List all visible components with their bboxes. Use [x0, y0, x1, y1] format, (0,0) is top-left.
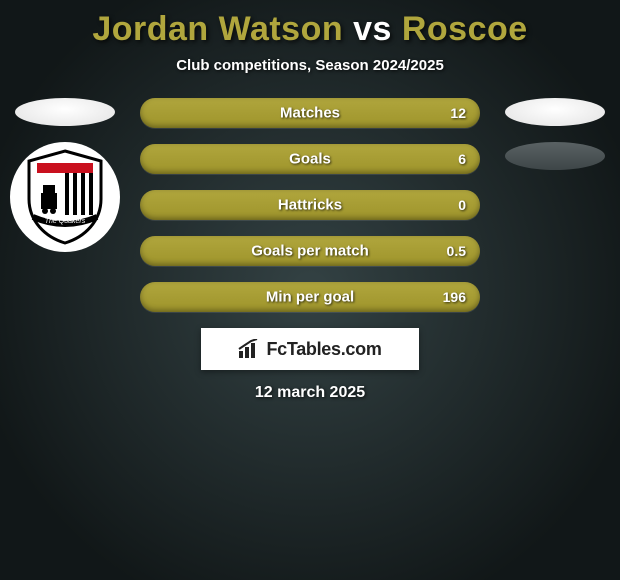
- player2-club-unknown: [505, 142, 605, 170]
- page-title: Jordan Watson vs Roscoe: [0, 10, 620, 49]
- stat-bar: Goals per match 0.5: [140, 236, 480, 266]
- date-text: 12 march 2025: [0, 384, 620, 402]
- stat-value: 196: [443, 289, 466, 305]
- club-name-text: The Quakers: [45, 218, 86, 225]
- shield-icon: The Quakers: [23, 149, 107, 245]
- stat-value: 6: [458, 151, 466, 167]
- bar-chart-icon: [238, 339, 260, 359]
- stat-value: 0: [458, 197, 466, 213]
- player2-avatar-placeholder: [505, 98, 605, 126]
- stat-label: Goals: [289, 151, 331, 168]
- title-player2: Roscoe: [402, 10, 528, 48]
- title-vs: vs: [343, 10, 402, 48]
- stat-bar: Goals 6: [140, 144, 480, 174]
- stat-bar: Min per goal 196: [140, 282, 480, 312]
- fctables-logo-box[interactable]: FcTables.com: [201, 328, 419, 370]
- stat-bar: Hattricks 0: [140, 190, 480, 220]
- player1-avatar-placeholder: [15, 98, 115, 126]
- player1-club-badge: The Quakers: [10, 142, 120, 252]
- left-player-column: The Quakers: [10, 98, 120, 252]
- stat-label: Matches: [280, 105, 340, 122]
- comparison-card: Jordan Watson vs Roscoe Club competition…: [0, 0, 620, 402]
- right-player-column: [500, 98, 610, 182]
- title-player1: Jordan Watson: [92, 10, 343, 48]
- fctables-logo-text: FcTables.com: [266, 339, 381, 360]
- stat-bar: Matches 12: [140, 98, 480, 128]
- stat-value: 0.5: [447, 243, 466, 259]
- stat-label: Min per goal: [266, 289, 354, 306]
- stat-label: Goals per match: [251, 243, 369, 260]
- subtitle: Club competitions, Season 2024/2025: [0, 57, 620, 74]
- stat-bars: Matches 12 Goals 6 Hattricks 0 Goals per match…: [140, 98, 480, 312]
- stat-value: 12: [450, 105, 466, 121]
- stat-label: Hattricks: [278, 197, 342, 214]
- main-area: The Quakers Matches 12 Goals 6 Hattricks 0 Goa…: [0, 98, 620, 402]
